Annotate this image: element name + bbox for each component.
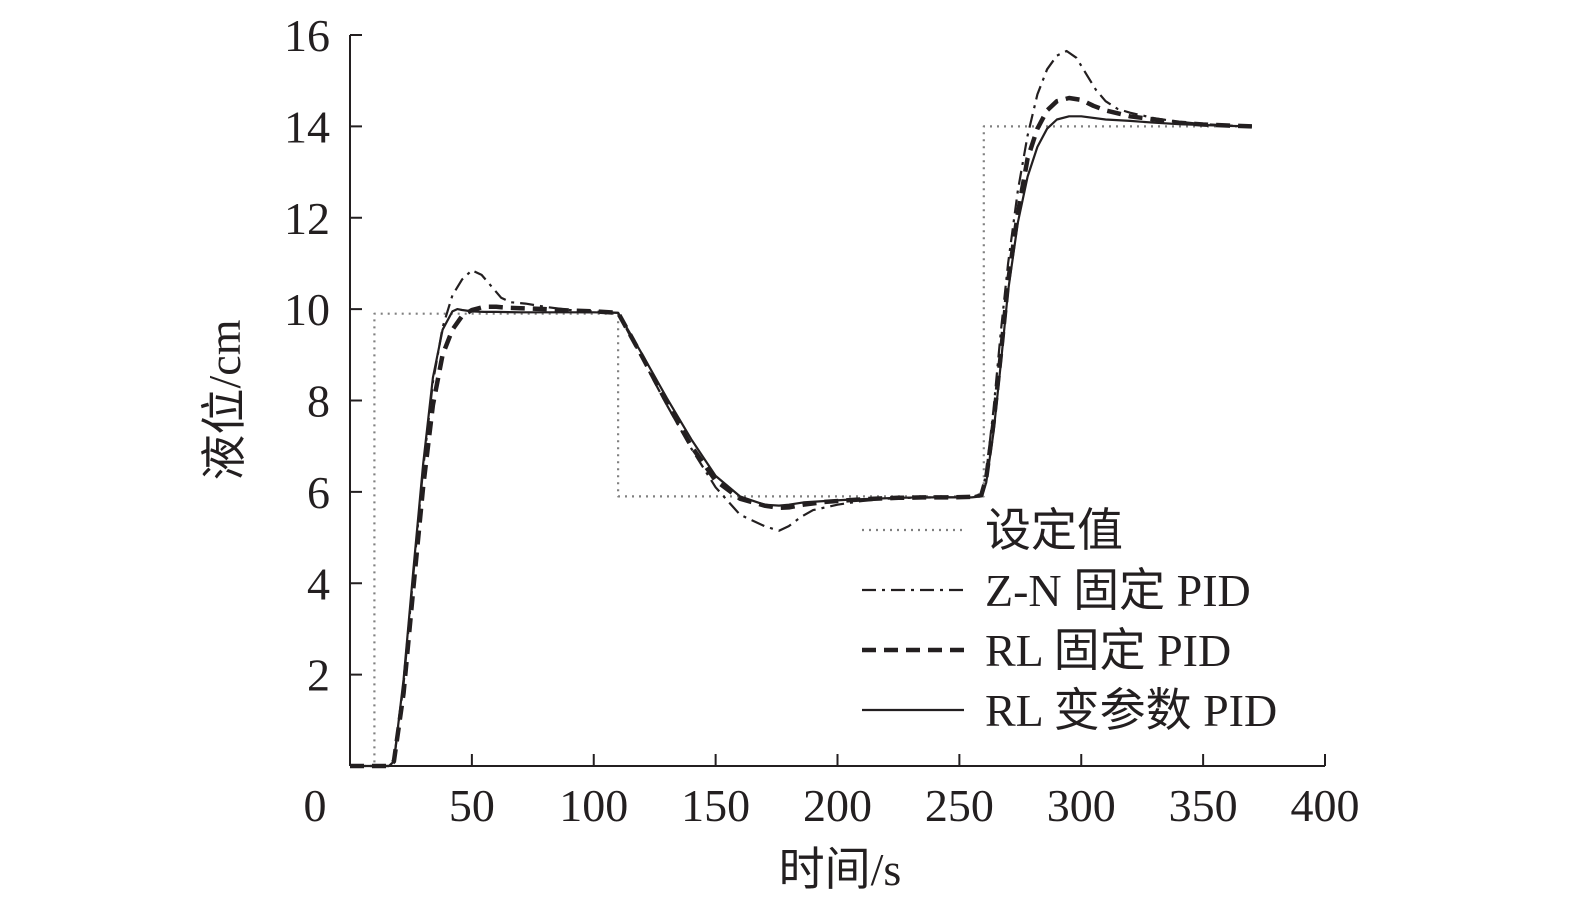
- legend: 设定值 Z-N 固定 PID RL 固定 PID RL 变参数 PID: [862, 505, 1277, 736]
- legend-label-1: Z-N 固定 PID: [985, 565, 1251, 616]
- x-tick-label: 400: [1291, 780, 1360, 831]
- y-tick-label: 10: [284, 284, 330, 335]
- series-layer: [350, 49, 1252, 769]
- x-tick-label: 100: [559, 780, 628, 831]
- x-tick-label: 200: [803, 780, 872, 831]
- axes: 0 50 100 150 200 250 300 350 400 2 4 6 8 10 12 14 16: [284, 10, 1360, 831]
- x-tick-label: 0: [304, 780, 327, 831]
- y-tick-label: 8: [307, 376, 330, 427]
- y-tick-label: 4: [307, 558, 330, 609]
- x-tick-label: 250: [925, 780, 994, 831]
- x-tick-label: 50: [449, 780, 495, 831]
- legend-label-2: RL 固定 PID: [985, 625, 1231, 676]
- legend-label-3: RL 变参数 PID: [985, 685, 1277, 736]
- series-line-0: [350, 125, 1252, 768]
- x-axis-label: 时间/s: [779, 844, 902, 895]
- x-tick-label: 150: [681, 780, 750, 831]
- legend-label-0: 设定值: [985, 505, 1123, 556]
- y-tick-label: 2: [307, 650, 330, 701]
- x-tick-label: 300: [1047, 780, 1116, 831]
- y-tick-label: 16: [284, 10, 330, 61]
- series-line-1: [350, 49, 1252, 768]
- y-tick-label: 6: [307, 467, 330, 518]
- series-line-3: [350, 115, 1252, 768]
- series-line-2: [350, 95, 1252, 769]
- y-tick-label: 12: [284, 193, 330, 244]
- y-tick-label: 14: [284, 101, 330, 152]
- x-tick-label: 350: [1169, 780, 1238, 831]
- y-axis-label: 液位/cm: [199, 319, 250, 480]
